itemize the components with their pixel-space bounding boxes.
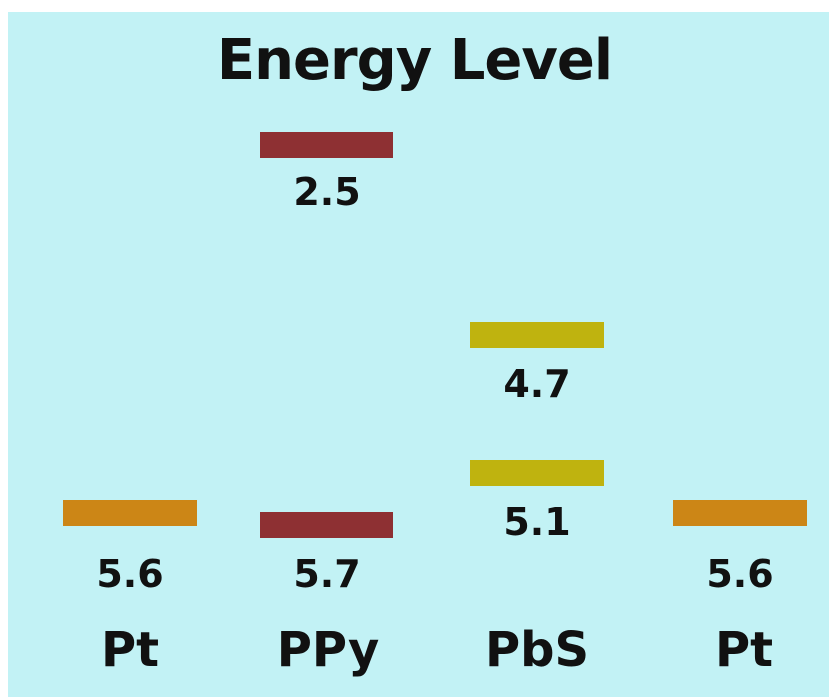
material-label-pt-left: Pt <box>100 622 160 678</box>
pt-left-level-value: 5.6 <box>96 552 164 596</box>
pbs-conduction-value: 4.7 <box>503 362 571 406</box>
material-label-ppy: PPy <box>276 622 380 678</box>
ppy-homo-bar <box>260 512 393 538</box>
material-label-pt-right: Pt <box>714 622 774 678</box>
ppy-homo-value: 5.7 <box>293 552 361 596</box>
pbs-conduction-bar <box>470 322 604 348</box>
ppy-lumo-value: 2.5 <box>293 170 361 214</box>
ppy-lumo-bar <box>260 132 393 158</box>
pbs-valence-value: 5.1 <box>503 500 571 544</box>
diagram-title: Energy Level <box>216 28 613 93</box>
energy-level-diagram <box>8 12 829 697</box>
pt-right-level-bar <box>673 500 807 526</box>
pt-left-level-bar <box>63 500 197 526</box>
pbs-valence-bar <box>470 460 604 486</box>
material-label-pbs: PbS <box>484 622 590 678</box>
pt-right-level-value: 5.6 <box>706 552 774 596</box>
